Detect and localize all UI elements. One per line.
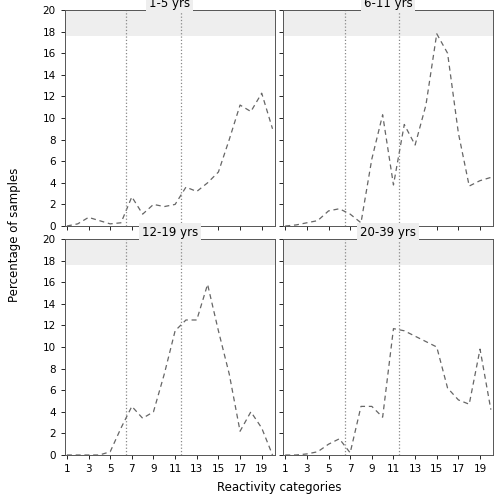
Text: Reactivity categories: Reactivity categories <box>217 481 341 494</box>
Title: 1-5 yrs: 1-5 yrs <box>149 0 190 10</box>
Bar <box>65 239 275 265</box>
Bar <box>283 239 493 265</box>
Text: Percentage of samples: Percentage of samples <box>8 168 21 302</box>
Title: 6-11 yrs: 6-11 yrs <box>364 0 412 10</box>
Bar <box>65 10 275 36</box>
Title: 20-39 yrs: 20-39 yrs <box>360 226 416 239</box>
Bar <box>283 10 493 36</box>
Title: 12-19 yrs: 12-19 yrs <box>141 226 198 239</box>
